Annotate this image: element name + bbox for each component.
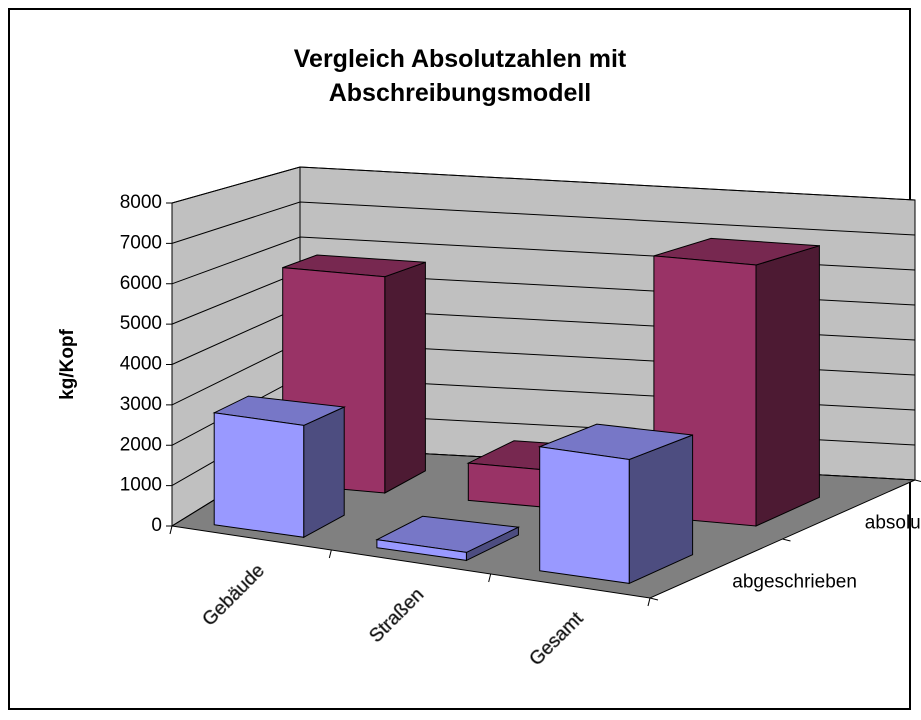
z-tick bbox=[782, 538, 791, 542]
y-tick-label: 1000 bbox=[120, 475, 162, 496]
bar-front bbox=[539, 446, 630, 584]
y-tick-label: 5000 bbox=[120, 313, 162, 334]
x-tick bbox=[169, 525, 173, 535]
z-tick bbox=[914, 479, 921, 483]
legend-label: abgeschrieben bbox=[732, 572, 857, 593]
bar bbox=[537, 423, 694, 585]
bar-side bbox=[303, 406, 345, 539]
grid-line bbox=[171, 166, 916, 204]
bar-front bbox=[376, 539, 467, 561]
y-tick-label: 8000 bbox=[120, 192, 162, 213]
x-tick-label: Straßen bbox=[365, 584, 428, 647]
y-tick-label: 7000 bbox=[120, 232, 162, 253]
y-tick-label: 4000 bbox=[120, 354, 162, 375]
x-tick bbox=[328, 549, 332, 559]
y-tick-label: 3000 bbox=[120, 394, 162, 415]
bar bbox=[212, 395, 347, 539]
bar-front bbox=[213, 412, 305, 538]
bar-side bbox=[755, 245, 820, 527]
bar-side bbox=[384, 261, 426, 494]
y-tick-label: 6000 bbox=[120, 273, 162, 294]
legend-label: absolut bbox=[865, 513, 921, 534]
bar bbox=[653, 237, 820, 527]
x-tick-label: Gesamt bbox=[526, 608, 588, 670]
y-tick-label: 0 bbox=[151, 515, 162, 536]
z-tick bbox=[649, 597, 659, 601]
x-tick bbox=[647, 597, 651, 607]
grid-line bbox=[171, 201, 916, 244]
bar bbox=[375, 515, 521, 562]
chart-title: Vergleich Absolutzahlen mit Abschreibung… bbox=[293, 45, 627, 107]
y-tick-label: 2000 bbox=[120, 434, 162, 455]
y-axis-label: kg/Kopf bbox=[57, 328, 78, 399]
x-tick bbox=[488, 573, 492, 583]
x-tick-label: Gebäude bbox=[199, 560, 269, 630]
